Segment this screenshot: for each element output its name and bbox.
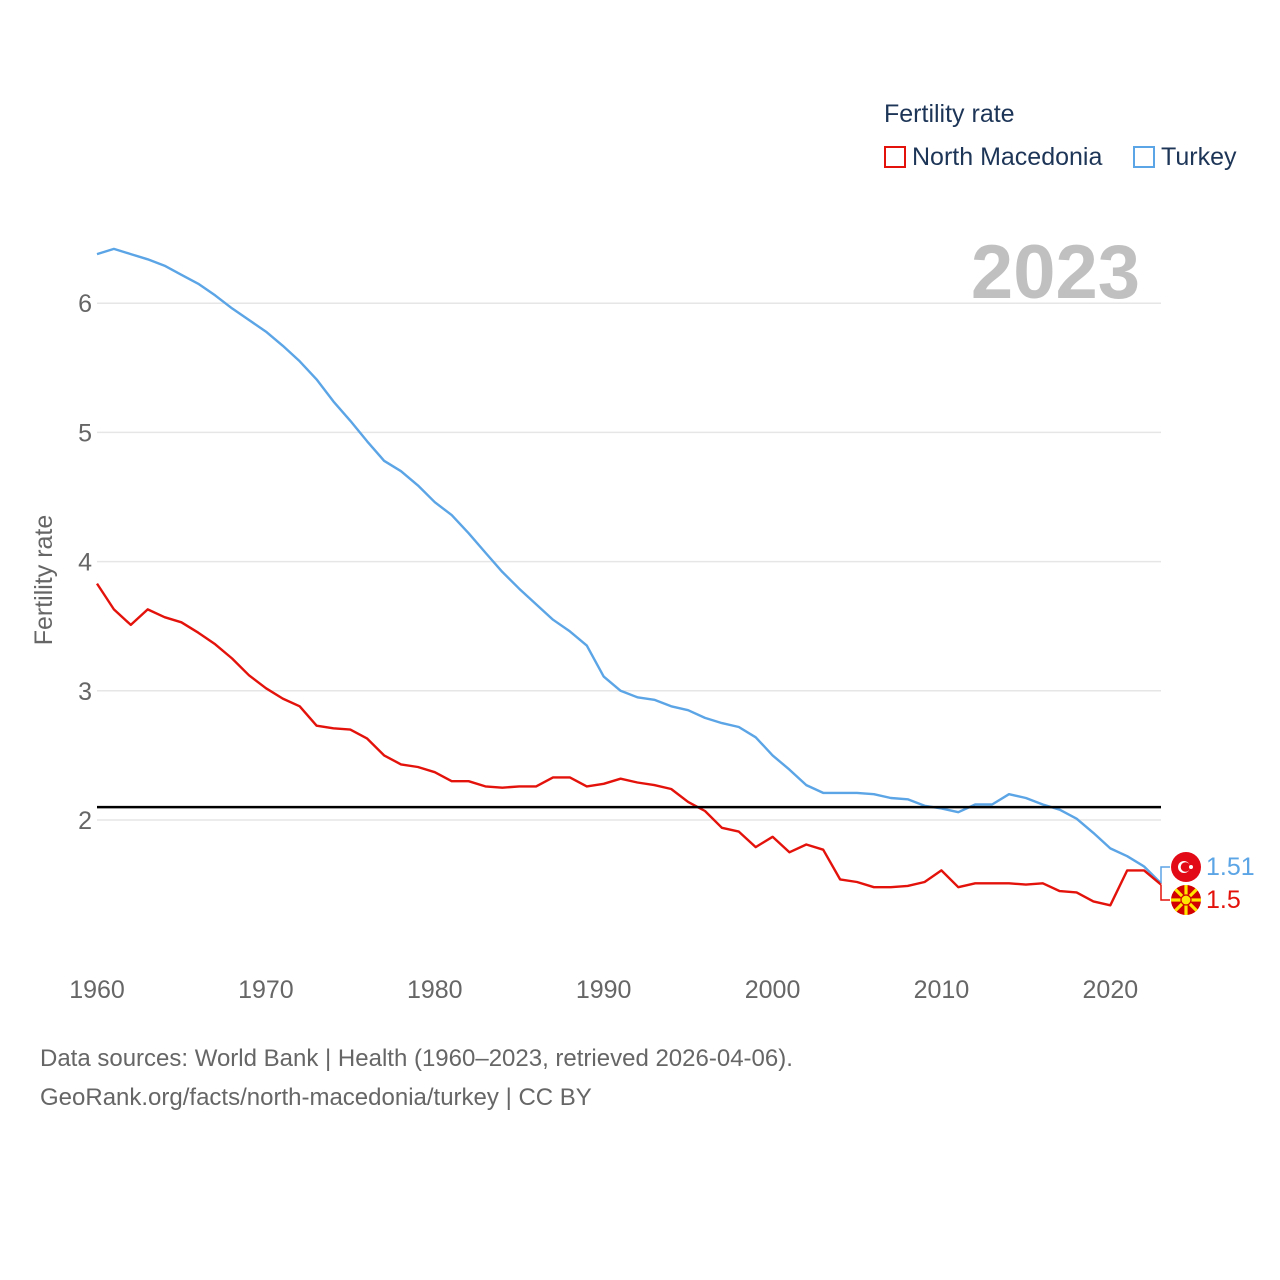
legend-item-turkey[interactable]: Turkey: [1133, 142, 1236, 172]
x-tick-2020: 2020: [1083, 976, 1139, 1004]
north-macedonia-connector: [1160, 884, 1170, 901]
legend-swatch-north-macedonia: [884, 146, 906, 168]
turkey-end-value: 1.51: [1206, 853, 1255, 881]
legend-item-north-macedonia[interactable]: North Macedonia: [884, 142, 1102, 172]
turkey-flag-crescent-inner: [1180, 862, 1191, 872]
data-sources-text: Data sources: World Bank | Health (1960–…: [40, 1045, 793, 1072]
series-layer: [95, 247, 1162, 907]
north-macedonia-flag-icon: [1171, 885, 1201, 915]
legend-label-north-macedonia: North Macedonia: [912, 142, 1103, 171]
y-tick-4: 4: [78, 549, 92, 577]
mk-flag-sun: [1180, 894, 1192, 906]
x-tick-1990: 1990: [576, 976, 632, 1004]
x-tick-2010: 2010: [914, 976, 970, 1004]
attribution-link[interactable]: GeoRank.org/facts/north-macedonia/turkey…: [40, 1084, 592, 1111]
legend-label-turkey: Turkey: [1161, 142, 1237, 171]
y-tick-5: 5: [78, 419, 92, 447]
series-line-turkey: [96, 247, 1162, 885]
turkey-flag-star: [1189, 865, 1193, 869]
series-line-north-macedonia: [95, 582, 1162, 907]
turkey-connector: [1160, 866, 1170, 884]
x-tick-1970: 1970: [238, 976, 294, 1004]
y-axis-label: Fertility rate: [30, 515, 58, 646]
x-tick-1980: 1980: [407, 976, 463, 1004]
end-markers: 1.51 1.5: [1160, 852, 1255, 915]
x-tick-2000: 2000: [745, 976, 801, 1004]
y-tick-labels: 2 3 4 5 6: [78, 290, 92, 835]
turkey-flag-icon: [1171, 852, 1201, 882]
x-tick-1960: 1960: [69, 976, 125, 1004]
y-tick-2: 2: [78, 807, 92, 835]
x-tick-labels: 1960 1970 1980 1990 2000 2010 2020: [69, 976, 1138, 1004]
legend-swatch-turkey: [1133, 146, 1155, 168]
y-tick-3: 3: [78, 678, 92, 706]
north-macedonia-end-value: 1.5: [1206, 886, 1241, 914]
y-tick-6: 6: [78, 290, 92, 318]
legend-title: Fertility rate: [884, 100, 1015, 128]
year-label: 2023: [971, 230, 1140, 315]
y-gridlines: [97, 302, 1161, 821]
